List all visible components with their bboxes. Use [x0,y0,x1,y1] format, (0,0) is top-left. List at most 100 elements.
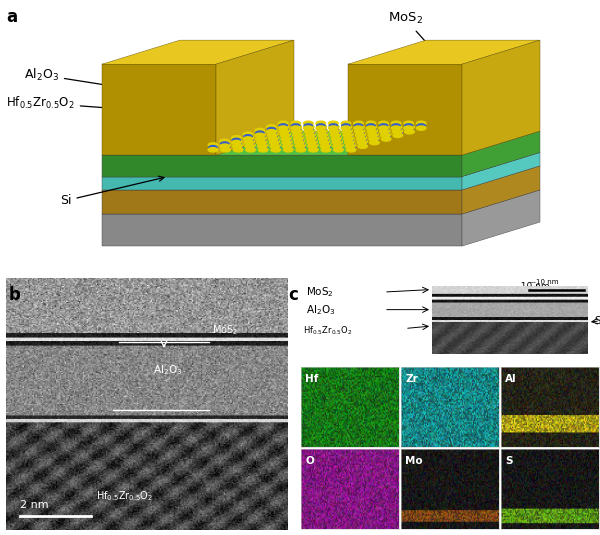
Circle shape [208,148,218,152]
Circle shape [316,126,326,130]
Circle shape [282,140,292,144]
Circle shape [332,138,341,142]
Circle shape [380,129,389,134]
Circle shape [331,137,341,141]
Circle shape [292,125,301,129]
Circle shape [341,121,351,125]
Circle shape [416,121,426,125]
Circle shape [356,137,366,141]
Circle shape [357,135,367,140]
Circle shape [279,129,289,134]
Text: Hf$_{0.5}$Zr$_{0.5}$O$_2$: Hf$_{0.5}$Zr$_{0.5}$O$_2$ [6,95,182,116]
Circle shape [284,146,292,149]
Circle shape [278,121,288,125]
Circle shape [330,127,338,131]
Circle shape [367,125,377,129]
Circle shape [319,131,327,135]
Polygon shape [348,40,540,64]
Circle shape [392,125,402,129]
Circle shape [232,140,241,144]
Circle shape [320,139,330,143]
Circle shape [283,144,292,148]
Circle shape [368,133,377,137]
Circle shape [245,144,254,148]
Circle shape [342,124,350,128]
Text: Hf$_{0.5}$Zr$_{0.5}$O$_2$: Hf$_{0.5}$Zr$_{0.5}$O$_2$ [96,489,154,503]
Circle shape [331,131,339,135]
Circle shape [332,135,340,139]
Circle shape [319,135,329,140]
Circle shape [266,129,277,134]
Circle shape [346,144,355,148]
Circle shape [306,132,316,136]
Circle shape [358,139,367,143]
Circle shape [279,125,289,129]
Circle shape [333,144,343,148]
Circle shape [321,148,331,152]
Text: Mo: Mo [405,456,423,466]
Circle shape [343,131,352,135]
Polygon shape [102,131,540,155]
Circle shape [380,127,389,131]
Circle shape [345,138,353,142]
Circle shape [309,146,317,149]
Circle shape [331,132,341,136]
Polygon shape [102,190,540,214]
Circle shape [406,127,414,131]
Circle shape [304,126,313,130]
Circle shape [355,128,365,133]
Circle shape [270,139,280,143]
Text: a: a [6,8,17,26]
Circle shape [293,128,302,133]
Circle shape [316,121,326,125]
Circle shape [307,140,316,144]
Circle shape [322,146,330,149]
Circle shape [220,139,229,143]
Circle shape [358,142,367,146]
Circle shape [268,128,277,133]
Circle shape [346,148,356,152]
Circle shape [257,139,267,143]
Circle shape [208,143,218,147]
Circle shape [369,137,379,141]
Circle shape [244,140,254,144]
Circle shape [367,124,375,128]
Circle shape [357,140,367,144]
Circle shape [329,129,339,134]
Circle shape [329,121,338,125]
Circle shape [346,142,355,146]
Circle shape [307,135,315,139]
Circle shape [234,146,242,149]
Circle shape [295,138,304,142]
Circle shape [280,127,288,131]
Circle shape [272,146,280,149]
Text: Zr: Zr [405,374,418,385]
Circle shape [391,126,401,130]
Circle shape [319,137,328,141]
Circle shape [268,132,278,136]
Circle shape [281,132,290,136]
Circle shape [307,135,316,140]
Circle shape [307,138,316,142]
Circle shape [342,125,352,129]
Circle shape [334,146,343,149]
Circle shape [344,135,354,140]
Circle shape [334,143,343,147]
Text: Al: Al [505,374,517,385]
Circle shape [308,148,318,152]
Polygon shape [462,131,540,177]
Polygon shape [102,190,462,214]
Circle shape [256,137,265,141]
Circle shape [380,128,390,133]
Circle shape [379,126,388,130]
Circle shape [308,139,317,143]
Circle shape [269,135,279,140]
Circle shape [255,128,265,133]
Circle shape [346,139,355,143]
Circle shape [268,137,278,141]
Circle shape [247,146,255,149]
Circle shape [347,146,355,149]
Circle shape [283,143,293,147]
Circle shape [379,124,388,128]
Circle shape [259,148,268,152]
